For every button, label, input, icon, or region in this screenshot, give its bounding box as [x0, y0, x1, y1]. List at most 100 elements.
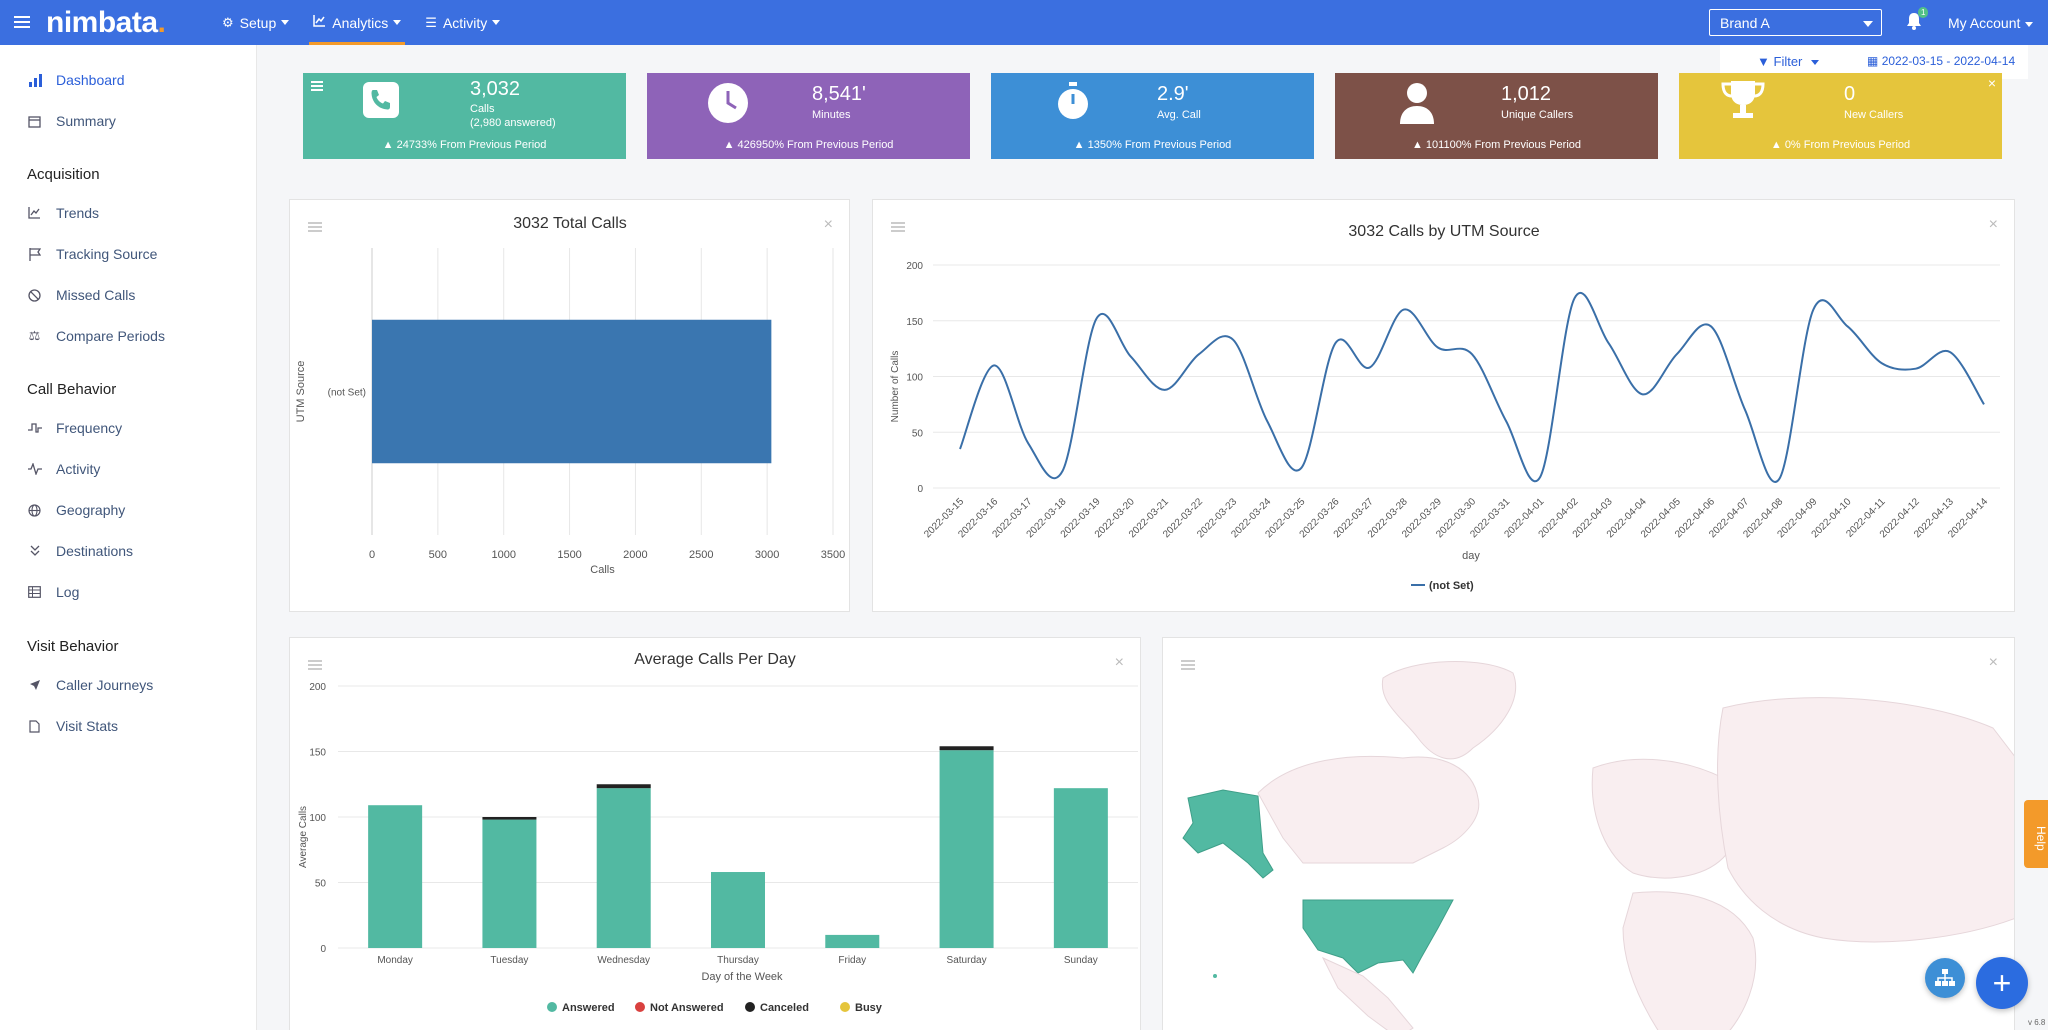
filter-button[interactable]: ▼ Filter	[1757, 54, 1820, 69]
x-tick-label: 2500	[689, 549, 713, 561]
x-tick-label: 3500	[821, 549, 845, 561]
sidebar-item-summary[interactable]: Summary	[27, 108, 116, 134]
org-chart-button[interactable]	[1925, 958, 1965, 998]
x-tick-label: 1000	[491, 549, 515, 561]
legend-label: Answered	[562, 1002, 615, 1014]
bar-segment	[939, 750, 994, 948]
my-account-menu[interactable]: My Account	[1948, 15, 2034, 31]
help-tab[interactable]: Help	[2024, 800, 2048, 868]
y-tick-label: 200	[309, 682, 326, 693]
y-axis-label: UTM Source	[295, 361, 307, 423]
sidebar-item-trends[interactable]: Trends	[27, 200, 99, 226]
sidebar-item-compare-periods[interactable]: ⚖ Compare Periods	[28, 328, 165, 344]
sidebar-section-acquisition: Acquisition	[27, 166, 100, 183]
top-navbar: nimbata. ⚙ Setup Analytics ☰ Activity Br…	[0, 0, 2048, 45]
y-tick-label: 150	[906, 317, 923, 328]
calls-change: ▲ 24733% From Previous Period	[382, 139, 547, 151]
list-icon: ☰	[425, 14, 437, 30]
unique-callers-label: Unique Callers	[1501, 109, 1574, 121]
sidebar-item-frequency[interactable]: Frequency	[27, 415, 122, 441]
stat-card-calls: 3,032 Calls (2,980 answered) ▲ 24733% Fro…	[303, 73, 626, 159]
hamburger-menu-icon[interactable]	[14, 13, 30, 29]
card-menu-icon[interactable]	[311, 79, 323, 93]
chart-total-calls: 3032 Total Calls 0 500 1000 1500 2000 2500 3000…	[295, 215, 845, 576]
x-tick-label: 500	[429, 549, 447, 561]
sidebar-item-log[interactable]: Log	[27, 579, 79, 605]
double-chevron-icon	[27, 544, 42, 559]
clock-icon	[707, 82, 751, 126]
map-region-alaska	[1182, 789, 1274, 879]
scale-icon: ⚖	[28, 328, 41, 343]
chart-title: 3032 Calls by UTM Source	[1348, 223, 1539, 240]
bar-segment	[596, 784, 651, 789]
bar-segment	[825, 934, 880, 948]
sidebar-item-geography[interactable]: Geography	[27, 497, 125, 523]
sidebar-item-caller-journeys[interactable]: Caller Journeys	[27, 672, 153, 698]
trophy-icon	[1719, 79, 1765, 123]
logo[interactable]: nimbata.	[46, 6, 166, 39]
line-chart-icon	[27, 206, 42, 221]
y-tick-label: 0	[917, 484, 923, 495]
legend-swatch	[745, 1002, 755, 1012]
x-tick-label: Thursday	[717, 955, 759, 966]
sidebar-section-visit-behavior: Visit Behavior	[27, 638, 119, 655]
nav-setup[interactable]: ⚙ Setup	[210, 0, 301, 45]
sitemap-icon	[1935, 969, 1955, 986]
table-icon	[27, 585, 42, 600]
sidebar: Dashboard Summary Acquisition Trends Tra…	[0, 45, 257, 1030]
legend-label: Not Answered	[650, 1002, 724, 1014]
y-tick-label: 150	[309, 748, 326, 759]
avg-call-change: ▲ 1350% From Previous Period	[1073, 139, 1232, 151]
sidebar-item-dashboard[interactable]: Dashboard	[27, 67, 125, 93]
bar	[372, 319, 772, 464]
phone-icon	[363, 82, 407, 126]
drag-handle-icon[interactable]	[308, 658, 322, 672]
sidebar-item-missed-calls[interactable]: Missed Calls	[27, 282, 135, 308]
chart-average-calls-per-day: Average Calls Per Day 0 50 100 150 200 Monday T…	[298, 651, 1138, 1014]
nav-analytics[interactable]: Analytics	[301, 0, 413, 45]
add-button[interactable]: +	[1976, 957, 2028, 1009]
new-callers-change: ▲ 0% From Previous Period	[1770, 139, 1911, 151]
y-axis-label: Number of Calls	[890, 351, 901, 423]
calendar-icon: ▦	[1867, 54, 1879, 68]
drag-handle-icon[interactable]	[308, 220, 322, 234]
version-label: v 6.8	[2028, 1018, 2046, 1027]
close-icon[interactable]: ×	[823, 216, 833, 233]
bar-segment	[711, 872, 765, 948]
stat-card-new-callers: 0 New Callers ▲ 0% From Previous Period …	[1679, 73, 2002, 159]
avg-call-label: Avg. Call	[1157, 109, 1201, 121]
panel-world-map: ×	[1162, 637, 2015, 1030]
brand-select[interactable]: Brand A	[1709, 9, 1882, 36]
x-tick-label: Saturday	[947, 955, 987, 966]
drag-handle-icon[interactable]	[891, 220, 905, 234]
sidebar-item-tracking-source[interactable]: Tracking Source	[27, 241, 157, 267]
x-tick-label: 1500	[557, 549, 581, 561]
world-map[interactable]	[1163, 638, 2015, 1030]
sidebar-item-destinations[interactable]: Destinations	[27, 538, 133, 564]
drag-handle-icon[interactable]	[1181, 658, 1195, 672]
sidebar-item-activity[interactable]: Activity	[27, 456, 100, 482]
bar-segment	[368, 805, 423, 948]
nav-activity[interactable]: ☰ Activity	[413, 0, 512, 45]
bar-segment	[939, 746, 994, 751]
calls-value: 3,032	[470, 78, 521, 100]
flag-icon	[27, 247, 42, 262]
sidebar-item-visit-stats[interactable]: Visit Stats	[27, 713, 118, 739]
map-region-usa	[1302, 899, 1454, 974]
x-tick-label: Tuesday	[490, 955, 528, 966]
new-callers-value: 0	[1844, 83, 1856, 105]
close-icon[interactable]: ×	[1988, 654, 1998, 671]
minutes-label: Minutes	[812, 109, 851, 121]
legend-label: Canceled	[760, 1002, 809, 1014]
close-icon[interactable]: ×	[1114, 654, 1124, 671]
chart-title: Average Calls Per Day	[634, 651, 796, 668]
notification-bell-icon[interactable]: 1	[1906, 7, 1929, 32]
y-tick-label: 50	[912, 428, 924, 439]
minutes-value: 8,541'	[812, 83, 866, 105]
file-icon	[27, 719, 42, 734]
close-icon[interactable]: ×	[1988, 216, 1998, 233]
close-icon[interactable]: ×	[1987, 75, 1996, 91]
chart-title: 3032 Total Calls	[513, 215, 627, 232]
date-range-picker[interactable]: ▦ 2022-03-15 - 2022-04-14	[1867, 54, 2016, 68]
x-tick-label: 3000	[755, 549, 779, 561]
